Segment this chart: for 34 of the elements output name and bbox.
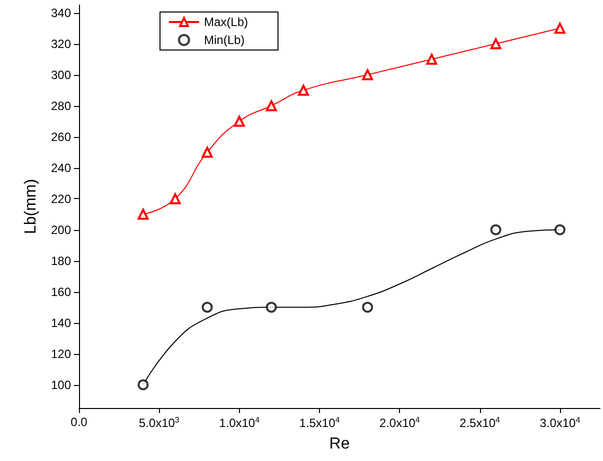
point <box>554 224 566 236</box>
point <box>266 302 277 313</box>
y-tick-label: 120 <box>50 346 72 361</box>
point <box>202 146 213 158</box>
point <box>362 302 374 313</box>
point <box>234 116 245 127</box>
x-axis-title: Re <box>329 436 350 452</box>
y-tick-label: 200 <box>50 222 72 237</box>
y-tick-label: 320 <box>50 36 72 51</box>
point <box>362 69 374 80</box>
y-tick-label: 160 <box>50 284 72 299</box>
y-tick-label: 280 <box>50 98 72 113</box>
point <box>298 84 309 96</box>
legend-label: Min(Lb) <box>204 33 245 47</box>
point <box>490 38 502 50</box>
y-tick-label: 180 <box>50 254 72 268</box>
y-tick-label: 220 <box>50 192 72 206</box>
y-tick-label: 300 <box>50 68 72 82</box>
point <box>426 54 438 65</box>
y-tick-label: 260 <box>50 130 72 144</box>
point <box>138 379 149 390</box>
y-tick-label: 240 <box>50 160 72 175</box>
point <box>490 224 502 236</box>
point <box>554 22 566 34</box>
y-tick-label: 100 <box>50 378 72 392</box>
y-tick-label: 340 <box>50 6 72 20</box>
point <box>266 100 277 112</box>
x-tick-label: 0.0 <box>70 415 88 429</box>
point <box>138 208 149 220</box>
point <box>170 193 181 204</box>
legend-label: Max(Lb) <box>204 15 248 29</box>
y-tick-label: 140 <box>50 316 72 330</box>
y-axis-title: Lb(mm) <box>22 178 40 234</box>
point <box>202 302 213 313</box>
